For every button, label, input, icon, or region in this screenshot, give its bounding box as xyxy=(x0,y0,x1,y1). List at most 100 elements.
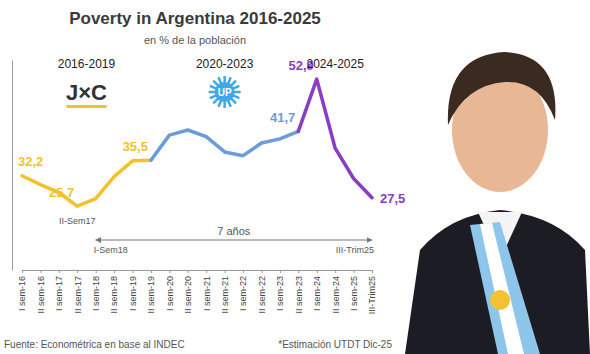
logo-ray xyxy=(231,81,236,86)
logo-text: UP xyxy=(218,87,232,98)
x-tick: II sem-17 xyxy=(73,270,83,314)
x-axis-line xyxy=(23,270,373,271)
x-tick: I sem-18 xyxy=(91,270,101,311)
x-tick-label: II sem-24 xyxy=(331,276,341,314)
point-note: I-Sem18 xyxy=(94,245,128,255)
x-tick-label: II sem-22 xyxy=(257,276,267,314)
x-tick: II sem-21 xyxy=(220,270,230,314)
x-tick-label: I sem-24 xyxy=(312,276,322,311)
x-tick-label: I sem-17 xyxy=(54,276,64,311)
x-tick: II sem-24 xyxy=(331,270,341,314)
x-axis: I sem-16 II sem-16 I sem-17 II sem-17 I sem-… xyxy=(17,270,377,314)
x-tick: II sem-16 xyxy=(36,270,46,314)
x-tick-label: I sem-25 xyxy=(349,276,359,311)
x-tick-label: II sem-18 xyxy=(109,276,119,314)
x-tick: II sem-18 xyxy=(109,270,119,314)
data-label: 27,5 xyxy=(380,191,405,206)
logo-ray xyxy=(228,100,231,106)
x-tick: III-Trim25 xyxy=(367,270,377,314)
x-tick: II sem-20 xyxy=(183,270,193,314)
x-tick-label: I sem-23 xyxy=(275,276,285,311)
portrait-hair xyxy=(448,52,556,125)
x-tick-mark xyxy=(96,270,97,273)
span-label: 7 años xyxy=(217,225,251,237)
x-tick: II sem-19 xyxy=(146,270,156,314)
note: *Estimación UTDT Dic-25 xyxy=(278,339,392,350)
logo-ray xyxy=(233,95,239,98)
data-label: 35,5 xyxy=(123,139,148,154)
logo-ray xyxy=(223,76,226,83)
portrait-sash xyxy=(470,222,540,354)
logo-ray xyxy=(213,98,218,103)
x-tick-mark xyxy=(298,270,299,273)
x-tick: I sem-24 xyxy=(312,270,322,311)
x-tick: I sem-20 xyxy=(165,270,175,311)
x-tick-mark xyxy=(280,270,281,273)
span-arrow xyxy=(96,240,372,241)
logo-ray xyxy=(209,91,216,94)
x-tick-label: I sem-18 xyxy=(91,276,101,311)
logo-ray xyxy=(210,86,216,89)
x-tick-label: I sem-19 xyxy=(128,276,138,311)
x-tick: I sem-25 xyxy=(349,270,359,311)
logo-ray xyxy=(228,77,231,83)
x-tick: II sem-22 xyxy=(257,270,267,314)
x-tick: I sem-23 xyxy=(275,270,285,311)
x-tick-label: II sem-20 xyxy=(183,276,193,314)
x-tick-label: II sem-19 xyxy=(146,276,156,314)
y-axis xyxy=(12,61,13,271)
logo-ray xyxy=(219,100,222,106)
logo-ray xyxy=(210,95,216,98)
x-tick-mark xyxy=(372,270,373,273)
x-tick-label: II sem-17 xyxy=(73,276,83,314)
logo-ray xyxy=(233,86,239,89)
x-tick-label: I sem-20 xyxy=(165,276,175,311)
portrait-sun xyxy=(490,290,510,310)
x-tick: I sem-16 xyxy=(17,270,27,311)
x-tick-mark xyxy=(40,270,41,273)
data-label: 32,2 xyxy=(18,154,43,169)
x-tick: I sem-21 xyxy=(202,270,212,311)
x-tick: I sem-19 xyxy=(128,270,138,311)
period-label: 2020-2023 xyxy=(196,57,254,71)
logo-ray xyxy=(213,81,218,86)
x-tick-mark xyxy=(188,270,189,273)
x-tick: I sem-17 xyxy=(54,270,64,311)
subtitle: en % de la población xyxy=(144,34,246,46)
portrait-sash-stripe xyxy=(480,223,524,354)
x-tick-label: II sem-23 xyxy=(294,276,304,314)
plot-area xyxy=(22,79,372,206)
x-tick-label: II sem-16 xyxy=(36,276,46,314)
x-tick-mark xyxy=(151,270,152,273)
x-tick-label: I sem-22 xyxy=(238,276,248,311)
x-tick: II sem-23 xyxy=(294,270,304,314)
data-label: 25,7 xyxy=(49,185,74,200)
x-tick-mark xyxy=(206,270,207,273)
logo-ray xyxy=(234,91,241,94)
x-tick-label: II sem-21 xyxy=(220,276,230,314)
chart: Poverty in Argentina 2016-2025 en % de la… xyxy=(0,0,590,354)
portrait-suit xyxy=(405,210,590,354)
x-tick-mark xyxy=(169,270,170,273)
x-tick: I sem-22 xyxy=(238,270,248,311)
logo-ray xyxy=(231,98,236,103)
x-tick-mark xyxy=(114,270,115,273)
title: Poverty in Argentina 2016-2025 xyxy=(69,9,321,28)
point-note: III-Trim25 xyxy=(336,245,374,255)
logo-text: J×C xyxy=(66,80,107,105)
x-tick-mark xyxy=(77,270,78,273)
source: Fuente: Econométrica en base al INDEC xyxy=(4,339,185,350)
portrait xyxy=(405,52,590,354)
x-tick-mark xyxy=(225,270,226,273)
x-tick-label: I sem-16 xyxy=(17,276,27,311)
x-tick-mark xyxy=(317,270,318,273)
period-label: 2016-2019 xyxy=(58,57,116,71)
point-note: II-Sem17 xyxy=(59,216,96,226)
series-line xyxy=(298,79,372,198)
logo-bar xyxy=(66,105,106,108)
series-line xyxy=(151,130,298,160)
y-axis-line xyxy=(12,61,13,271)
x-tick-mark xyxy=(133,270,134,273)
x-tick-mark xyxy=(335,270,336,273)
x-tick-mark xyxy=(261,270,262,273)
